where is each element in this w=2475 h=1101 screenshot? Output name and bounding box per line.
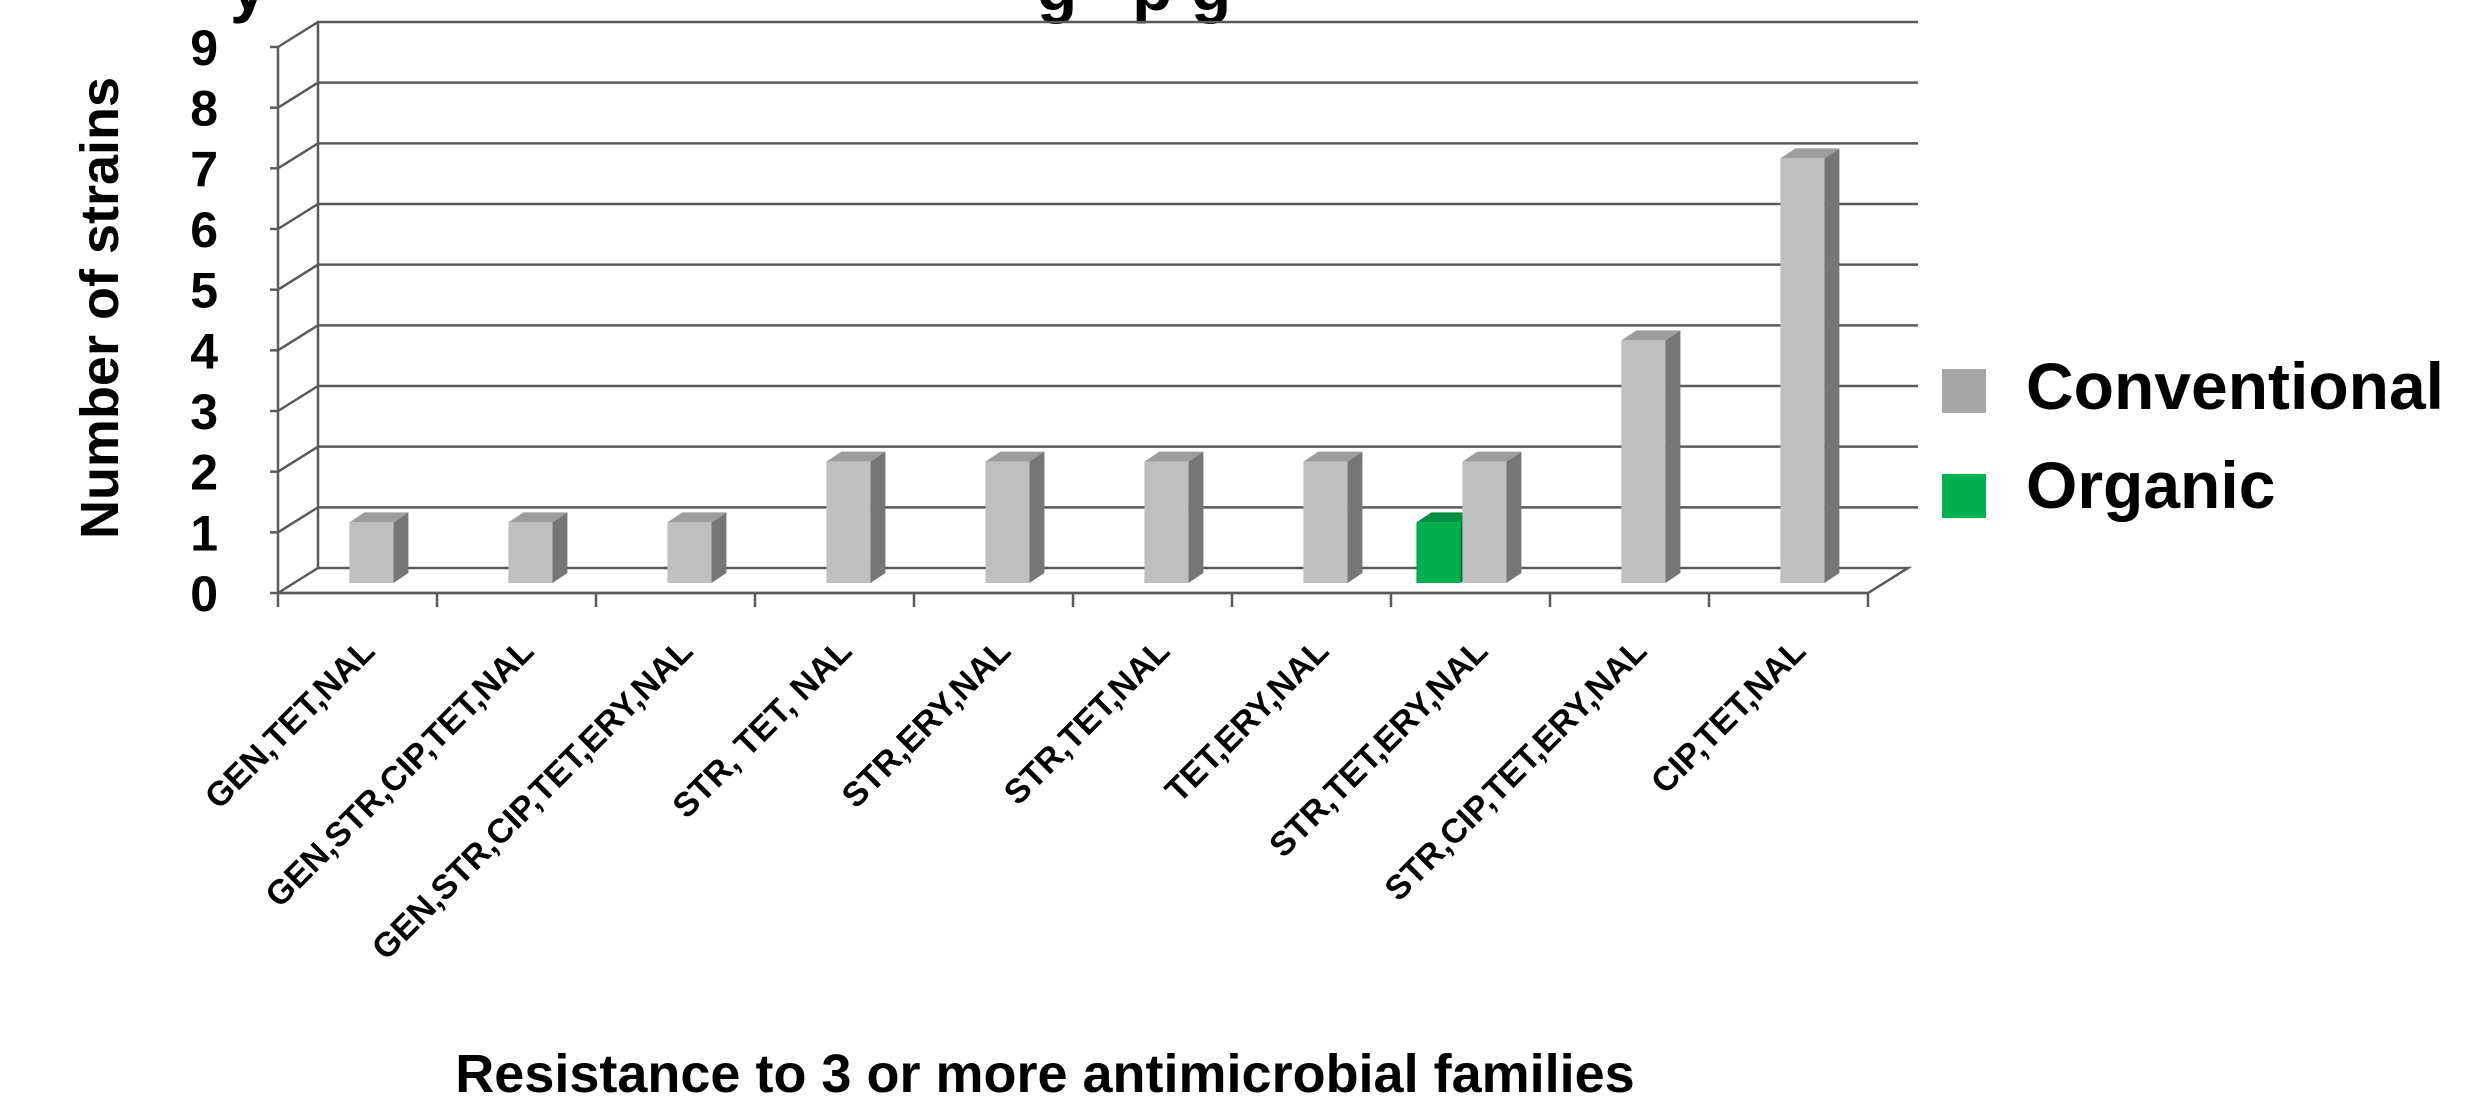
bar-conventional-gen-tet-nal-side (393, 512, 409, 583)
bar-conventional-tet-ery-nal (1303, 451, 1363, 583)
bar-conventional-str-tet-ery-nal-side (1506, 451, 1522, 583)
x-tick-label-gen-str-cip-tet-ery-nal: GEN,STR,CIP,TET,ERY,NAL (365, 632, 700, 967)
legend-label-organic: Organic (2026, 448, 2275, 522)
bar-conventional-gen-tet-nal-top (349, 512, 409, 523)
y-tick-label-2: 2 (190, 445, 218, 501)
legend-swatch-conventional (1942, 369, 1986, 413)
x-tick-label-gen-tet-nal: GEN,TET,NAL (198, 632, 382, 816)
bar-conventional-str-tet-nal-top (1144, 451, 1204, 462)
bar-conventional-str-tet-ery-nal (1462, 451, 1522, 583)
bar-conventional-gen-str-cip-tet-nal-side (552, 512, 568, 583)
bar-conventional-cip-tet-nal-side (1824, 148, 1840, 584)
chart-title: y g p g (230, 0, 1231, 24)
bar-conventional-str-tet-nal (1144, 451, 1204, 583)
bar-organic-str-tet-ery-nal-front (1416, 522, 1461, 583)
bar-conventional-tet-ery-nal-front (1303, 461, 1348, 583)
legend-swatch-organic (1942, 474, 1986, 518)
bar-conventional-gen-tet-nal (349, 512, 409, 583)
bar-conventional-gen-str-cip-tet-ery-nal-top (667, 512, 727, 523)
bar-conventional-tet-ery-nal-side (1347, 451, 1363, 583)
bar-conventional-cip-tet-nal (1780, 148, 1840, 584)
bar-conventional-gen-str-cip-tet-ery-nal (667, 512, 727, 583)
bar-conventional-str-ery-nal-front (985, 461, 1030, 583)
bar-conventional-str-ery-nal-side (1029, 451, 1045, 583)
bar-conventional-gen-str-cip-tet-ery-nal-side (711, 512, 727, 583)
gridline-8 (277, 81, 1918, 109)
bar-conventional-cip-tet-nal-front (1780, 158, 1825, 584)
x-tick-label-str-cip-tet-ery-nal: STR,CIP,TET,ERY,NAL (1378, 632, 1655, 909)
bar-organic-str-tet-ery-nal-top (1416, 512, 1476, 523)
bar-conventional-str-cip-tet-ery-nal-top (1621, 330, 1681, 341)
bar-conventional-str-cip-tet-ery-nal (1621, 330, 1681, 583)
bar-conventional-str-tet-nal-top (826, 451, 886, 462)
bar-conventional-str-ery-nal-top (985, 451, 1045, 462)
bar-conventional-str-tet-nal-side (870, 451, 886, 583)
legend: Conventional Organic (1942, 349, 2444, 522)
legend-label-conventional: Conventional (2026, 349, 2444, 423)
bar-conventional-gen-str-cip-tet-nal (508, 512, 568, 583)
y-tick-label-4: 4 (190, 323, 218, 379)
gridline-7 (277, 142, 1918, 170)
bar-conventional-gen-str-cip-tet-ery-nal-front (667, 522, 712, 583)
bar-conventional-str-tet-nal (826, 451, 886, 583)
bar-conventional-str-ery-nal (985, 451, 1045, 583)
bar-conventional-cip-tet-nal-top (1780, 148, 1840, 159)
y-tick-label-8: 8 (190, 81, 218, 137)
bar-conventional-str-cip-tet-ery-nal-side (1665, 330, 1681, 583)
bar-conventional-str-tet-nal-front (826, 461, 871, 583)
bar-conventional-gen-tet-nal-front (349, 522, 394, 583)
x-tick-label-gen-str-cip-tet-nal: GEN,STR,CIP,TET,NAL (258, 632, 541, 915)
bar-conventional-str-tet-ery-nal-top (1462, 451, 1522, 462)
y-tick-label-6: 6 (190, 202, 218, 258)
legend-item-organic: Organic (1942, 448, 2275, 522)
bar-conventional-str-tet-nal-side (1188, 451, 1204, 583)
y-tick-label-1: 1 (190, 505, 218, 561)
x-tick-label-tet-ery-nal: TET,ERY,NAL (1158, 632, 1336, 810)
gridline-9 (277, 20, 1918, 49)
x-tick-label-str-ery-nal: STR,ERY,NAL (835, 632, 1019, 816)
y-tick-label-7: 7 (190, 141, 218, 197)
gridline-6 (277, 202, 1918, 231)
gridline-5 (277, 263, 1918, 291)
bar-conventional-str-tet-ery-nal-front (1462, 461, 1507, 583)
axes (270, 22, 1870, 607)
x-tick-label-cip-tet-nal: CIP,TET,NAL (1644, 632, 1813, 801)
x-axis-title: Resistance to 3 or more antimicrobial fa… (455, 1044, 1634, 1101)
bar-conventional-gen-str-cip-tet-nal-top (508, 512, 568, 523)
y-tick-label-9: 9 (190, 20, 218, 76)
x-tick-labels: GEN,TET,NALGEN,STR,CIP,TET,NALGEN,STR,CI… (198, 632, 1813, 967)
x-tick-label-str-tet-nal: STR,TET,NAL (997, 632, 1177, 812)
bar-conventional-str-cip-tet-ery-nal-front (1621, 340, 1666, 583)
y-tick-label-0: 0 (190, 566, 218, 622)
bar-conventional-str-tet-nal-front (1144, 461, 1189, 583)
bars (349, 148, 1840, 584)
bar-conventional-tet-ery-nal-top (1303, 451, 1363, 462)
y-tick-label-5: 5 (190, 263, 218, 319)
legend-item-conventional: Conventional (1942, 349, 2444, 423)
y-axis-title: Number of strains (70, 77, 130, 539)
bar-conventional-gen-str-cip-tet-nal-front (508, 522, 553, 583)
y-tick-label-3: 3 (190, 384, 218, 440)
